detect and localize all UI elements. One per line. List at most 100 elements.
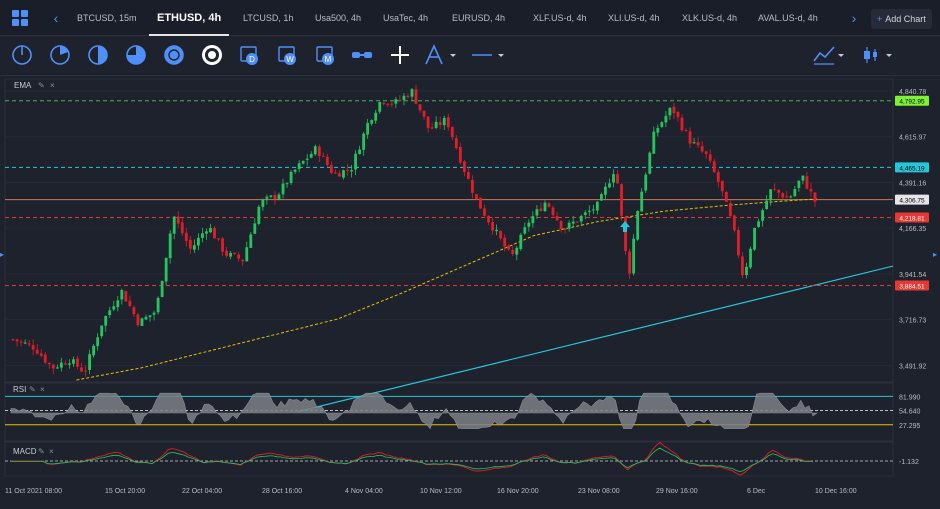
candle-body xyxy=(261,199,265,207)
current-price-tag-text: 4,306.75 xyxy=(899,198,925,205)
add-chart-button[interactable]: + Add Chart xyxy=(871,9,932,29)
tab-btcusd[interactable]: BTCUSD, 15m xyxy=(77,13,137,23)
candle-type-dropdown-icon[interactable] xyxy=(884,43,894,67)
tab-xlk[interactable]: XLK.US-d, 4h xyxy=(682,13,738,23)
candle-body xyxy=(458,147,462,163)
time-axis-label: 15 Oct 20:00 xyxy=(105,488,145,495)
candle-body xyxy=(604,186,607,195)
candle-body xyxy=(68,363,71,365)
candle-body xyxy=(434,121,438,128)
candle-body xyxy=(567,222,571,229)
candle-body xyxy=(180,222,184,234)
indicator-dropdown-icon[interactable] xyxy=(836,43,846,67)
crosshair-cursor-icon[interactable] xyxy=(10,43,34,67)
macd-close-icon[interactable]: × xyxy=(49,447,54,456)
tab-ethusd[interactable]: ETHUSD, 4h xyxy=(148,0,230,36)
pen-tool-dropdown-icon[interactable] xyxy=(448,43,458,67)
candle-body xyxy=(483,208,486,216)
tabs-prev-arrow-icon[interactable]: ‹ xyxy=(53,10,59,26)
time-axis-label: 23 Nov 08:00 xyxy=(578,488,620,495)
candle-body xyxy=(491,222,494,231)
tab-eurusd[interactable]: EURUSD, 4h xyxy=(452,13,506,23)
candle-body xyxy=(265,196,269,199)
price-chart[interactable]: 4,792.95 4,465.19 4,306.75 4,218.81 3,884.51… xyxy=(0,77,940,504)
candle-type-icon[interactable] xyxy=(858,43,882,67)
candle-body xyxy=(108,310,112,316)
candle-body xyxy=(414,89,418,104)
candle-body xyxy=(515,247,519,255)
time-axis-label: 22 Oct 04:00 xyxy=(182,488,222,495)
left-collapse-icon[interactable]: ▸ xyxy=(0,250,5,259)
add-chart-label: Add Chart xyxy=(885,14,926,24)
time-axis-label: 29 Nov 16:00 xyxy=(656,488,698,495)
macd-panel-bg xyxy=(4,441,894,477)
candle-body xyxy=(430,127,434,129)
green-level-tag xyxy=(895,95,929,106)
pen-tool-icon[interactable] xyxy=(422,43,446,67)
tab-xlf[interactable]: XLF.US-d, 4h xyxy=(533,13,587,23)
candle-body xyxy=(76,358,79,367)
candle-body xyxy=(672,106,676,113)
rsi-indicator-label[interactable]: RSI xyxy=(13,385,26,394)
ema-settings-icon[interactable]: ✎ xyxy=(38,81,45,90)
tabs-next-arrow-icon[interactable]: › xyxy=(851,10,857,26)
candle-body xyxy=(761,210,765,221)
tab-usatec[interactable]: UsaTec, 4h xyxy=(383,13,429,23)
candle-body xyxy=(624,217,627,252)
candle-body xyxy=(422,110,426,117)
ema-close-icon[interactable]: × xyxy=(50,81,55,90)
red-level-low-tag-text: 3,884.51 xyxy=(899,284,925,291)
candle-body xyxy=(96,337,100,347)
plus-icon: + xyxy=(877,14,883,24)
candle-body xyxy=(471,179,474,193)
candle-body xyxy=(374,112,378,121)
tab-xli[interactable]: XLI.US-d, 4h xyxy=(608,13,660,23)
candle-body xyxy=(253,223,257,234)
time-axis-label: 4 Nov 04:00 xyxy=(345,488,383,495)
candle-body xyxy=(104,315,108,326)
candle-body xyxy=(156,297,160,313)
candle-body xyxy=(575,221,579,223)
calendar-w-icon[interactable]: W xyxy=(276,43,300,67)
candle-body xyxy=(696,142,700,146)
candle-body xyxy=(519,234,523,250)
line-dropdown-icon[interactable] xyxy=(496,43,506,67)
rsi-axis-label: 54.640 xyxy=(899,409,921,416)
candle-body xyxy=(676,111,680,118)
rsi-settings-icon[interactable]: ✎ xyxy=(29,385,36,394)
circle-half-icon[interactable] xyxy=(86,43,110,67)
layout-grid-icon[interactable] xyxy=(12,10,28,26)
rsi-axis-label: 81.990 xyxy=(899,394,921,401)
candle-body xyxy=(382,102,386,104)
line-icon[interactable] xyxy=(470,43,494,67)
candle-body xyxy=(583,212,587,215)
calendar-m-icon[interactable]: M xyxy=(314,43,338,67)
right-collapse-icon[interactable]: ▸ xyxy=(933,250,938,259)
buy-signal-arrow-icon[interactable] xyxy=(620,221,630,232)
calendar-d-icon[interactable]: D xyxy=(238,43,262,67)
macd-indicator-label[interactable]: MACD xyxy=(13,447,37,456)
clock-icon[interactable] xyxy=(124,43,148,67)
cross-icon[interactable] xyxy=(388,43,412,67)
price-axis-label: 4,840.78 xyxy=(899,89,926,96)
candle-body xyxy=(785,196,789,198)
candle-body xyxy=(140,318,144,327)
price-axis-label: 3,716.73 xyxy=(899,318,926,325)
pie-icon[interactable] xyxy=(48,43,72,67)
candle-body xyxy=(793,189,797,197)
tab-usa500[interactable]: Usa500, 4h xyxy=(315,13,362,23)
link-icon[interactable] xyxy=(350,43,374,67)
candle-body xyxy=(301,160,305,164)
rsi-close-icon[interactable]: × xyxy=(40,385,45,394)
clock-active-icon[interactable] xyxy=(200,43,224,67)
candle-body xyxy=(257,206,261,224)
candle-body xyxy=(777,189,781,193)
candle-body xyxy=(325,156,329,166)
clock-segments-icon[interactable] xyxy=(162,43,186,67)
chart-area[interactable]: 4,792.95 4,465.19 4,306.75 4,218.81 3,884.51… xyxy=(0,77,940,504)
tab-ltcusd[interactable]: LTCUSD, 1h xyxy=(243,13,294,23)
tab-aval[interactable]: AVAL.US-d, 4h xyxy=(758,13,818,23)
macd-settings-icon[interactable]: ✎ xyxy=(38,447,45,456)
ema-indicator-label[interactable]: EMA xyxy=(14,81,32,90)
indicator-icon[interactable] xyxy=(812,43,836,67)
